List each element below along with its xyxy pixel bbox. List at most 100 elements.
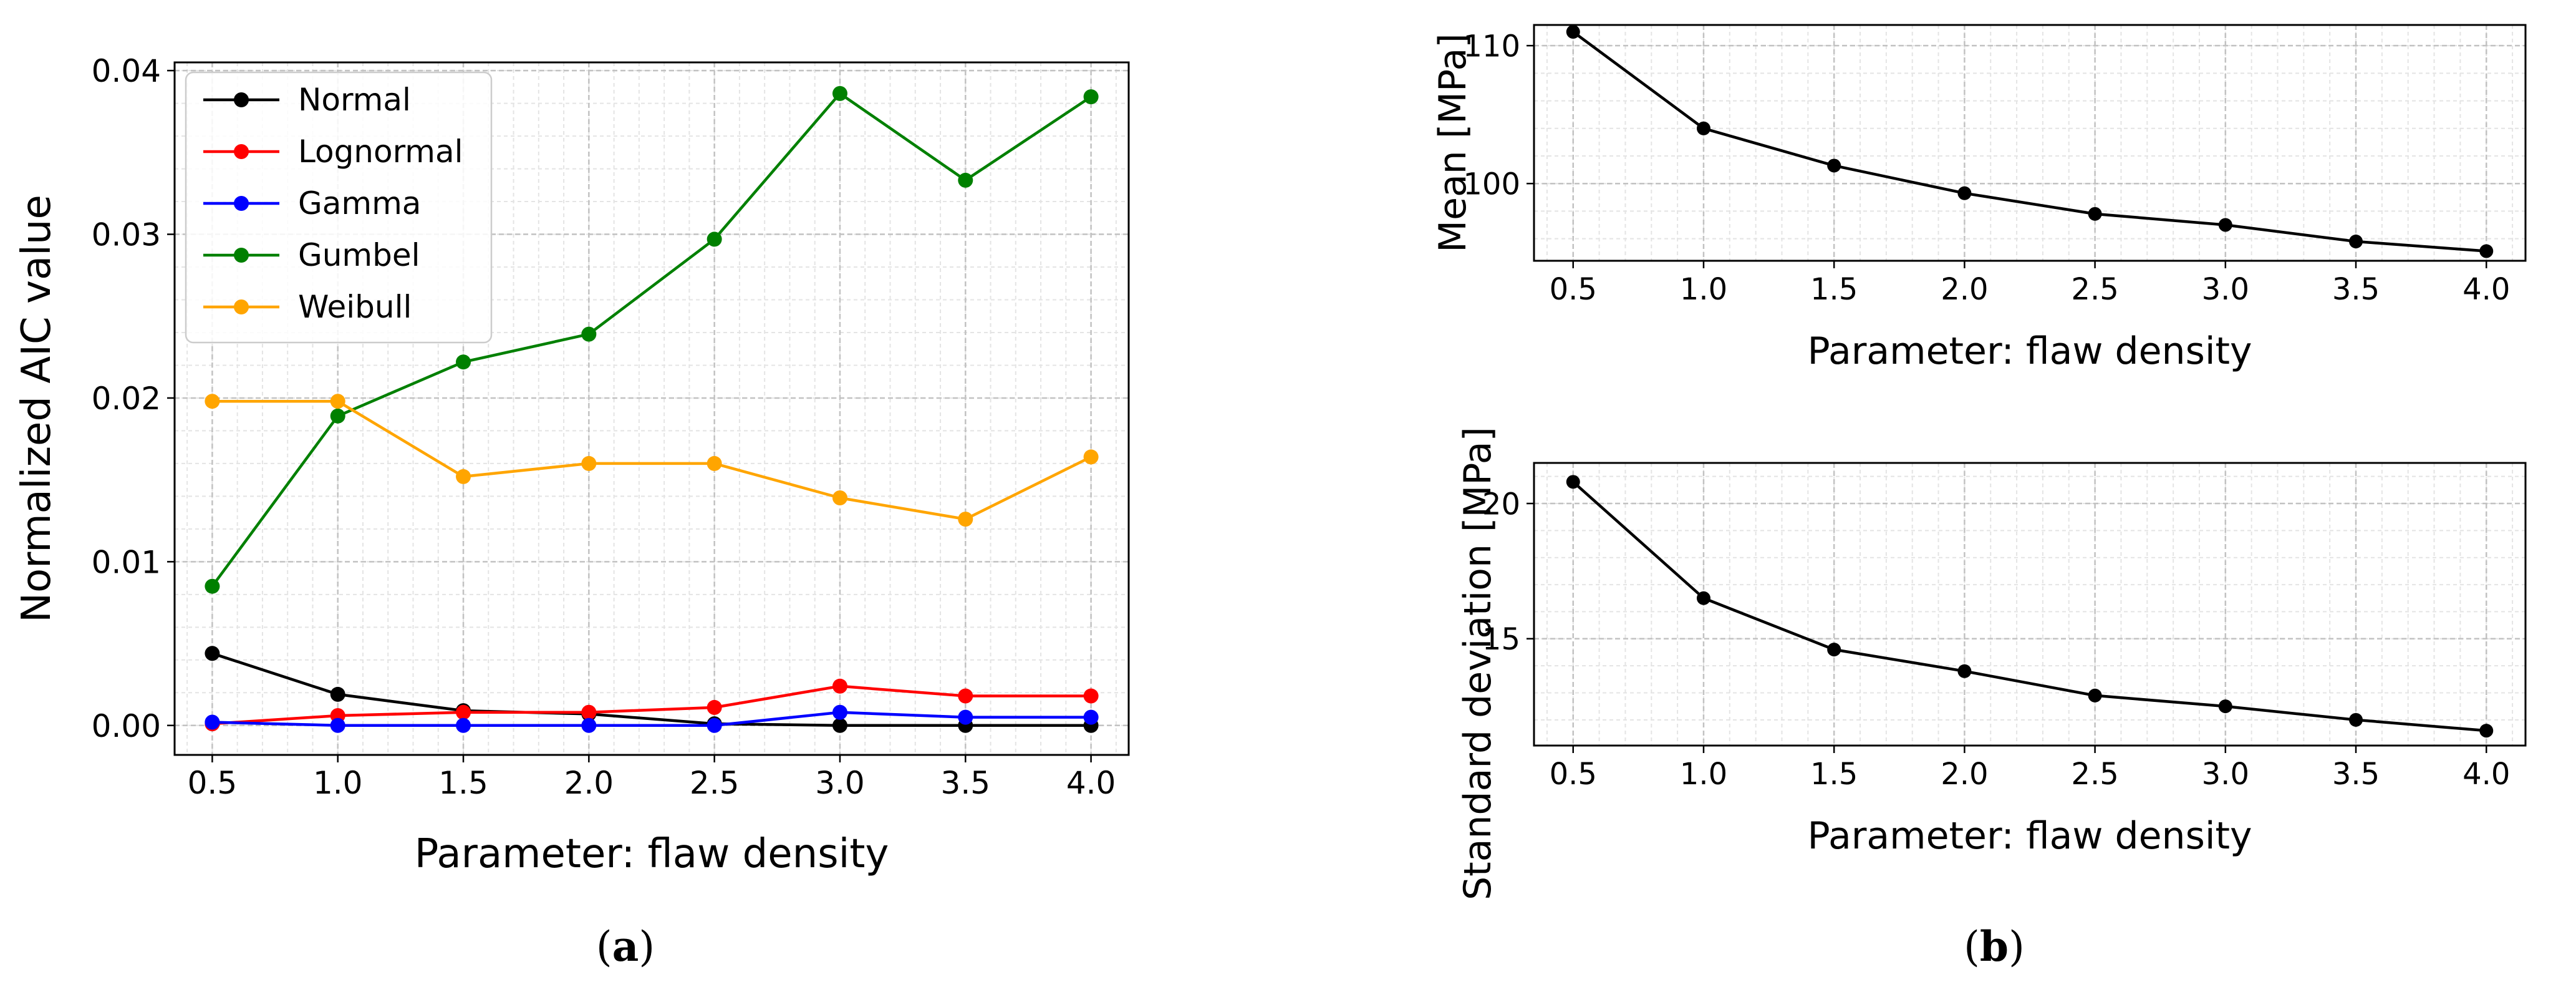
y-axis-label: Normalized AIC value [14,195,60,623]
data-point-weibull [581,455,597,471]
y-tick-label: 0.02 [92,381,161,417]
data-point-gamma [581,717,597,733]
x-tick-label: 1.0 [313,765,363,801]
data-point-gumbel [707,231,722,247]
data-point-gamma [456,717,471,733]
x-tick-label: 0.5 [188,765,238,801]
legend-label: Gumbel [298,237,420,273]
y-axis-label: Standard deviation [MPa] [1456,427,1500,900]
x-tick-label: 0.5 [1550,272,1597,307]
x-tick-label: 2.0 [1941,272,1988,307]
legend-marker [234,144,249,159]
x-tick-label: 2.0 [1941,757,1988,792]
legend-label: Gamma [298,185,421,221]
grid [1534,463,2525,746]
y-tick-label: 0.04 [92,53,161,89]
x-tick-label: 1.5 [438,765,488,801]
data-point-lognormal [581,704,597,720]
data-point-mean [1566,25,1580,39]
data-point-standard-deviation [1827,643,1841,657]
grid [1534,25,2525,261]
data-point-lognormal [456,704,471,720]
y-tick-label: 100 [1463,167,1520,202]
x-tick-label: 0.5 [1550,757,1597,792]
x-tick-label: 3.0 [2202,272,2249,307]
legend-box [185,71,493,344]
data-point-standard-deviation [1566,475,1580,489]
data-point-mean [1827,158,1841,173]
x-tick-label: 4.0 [2463,757,2510,792]
x-tick-label: 1.0 [1680,757,1727,792]
x-tick-label: 4.0 [2463,272,2510,307]
series-line-standard-deviation [1572,480,2487,732]
legend-marker [234,248,249,263]
data-point-standard-deviation [1696,591,1710,605]
legend-marker [234,299,249,314]
plot-frame [1533,462,2527,747]
legend-label: Weibull [298,289,412,325]
y-axis-label: Mean [MPa] [1431,33,1475,252]
data-point-normal [205,646,220,661]
data-point-weibull [456,469,471,484]
data-point-mean [2088,207,2102,221]
x-tick-label: 1.5 [1810,272,1858,307]
data-point-lognormal [958,688,973,704]
x-tick-label: 2.5 [690,765,740,801]
series-line-normal [211,652,1091,727]
series-line-mean [1572,31,2487,253]
y-tick-label: 0.01 [92,544,161,580]
y-tick-label: 0.03 [92,217,161,253]
data-point-lognormal [832,678,847,694]
data-point-standard-deviation [2088,688,2102,703]
data-point-gumbel [1083,89,1099,105]
data-point-gamma [1083,709,1099,725]
legend-marker [234,92,249,107]
data-point-gumbel [958,172,973,188]
caption-b: (b) [1964,922,2025,971]
x-tick-label: 1.0 [1680,272,1727,307]
data-point-gamma [205,714,220,730]
x-tick-label: 3.5 [2332,272,2380,307]
data-point-gumbel [832,85,847,101]
legend-marker [234,196,249,211]
x-tick-label: 2.0 [564,765,614,801]
series-line-weibull [212,399,1092,521]
x-tick-label: 3.5 [941,765,991,801]
series-line-lognormal [212,684,1091,726]
x-tick-label: 2.5 [2071,272,2118,307]
data-point-gumbel [581,326,597,342]
x-tick-label: 3.5 [2332,757,2380,792]
data-point-weibull [707,455,722,471]
data-point-gamma [707,717,722,733]
legend-label: Lognormal [298,134,463,170]
caption-b-label: b [1980,922,2009,971]
series-line-gamma [212,711,1091,727]
data-point-standard-deviation [1957,664,1972,678]
data-point-gamma [832,704,847,720]
x-axis-label: Parameter: flaw density [1807,814,2252,858]
chart-std: 0.5 1.0 1.5 2.0 2.5 3.0 3.5 4.0 15 20 Parameter: f… [1456,427,2527,900]
caption-a-label: a [612,922,639,971]
data-point-mean [1696,121,1710,135]
data-point-standard-deviation [2479,724,2494,738]
data-point-normal [330,686,345,702]
y-tick-label: 0.00 [92,708,161,744]
x-axis-label: Parameter: flaw density [415,831,889,877]
data-point-mean [2479,244,2494,258]
data-point-gumbel [456,354,471,370]
x-tick-label: 3.0 [815,765,865,801]
data-point-mean [1957,186,1972,200]
x-tick-label: 1.5 [1810,757,1858,792]
x-tick-label: 4.0 [1066,765,1116,801]
x-tick-label: 3.0 [2202,757,2249,792]
caption-a: (a) [596,922,655,971]
data-point-weibull [832,490,847,506]
data-point-normal [832,717,847,733]
data-point-weibull [330,394,345,409]
chart-aic: 0.5 1.0 1.5 2.0 2.5 3.0 3.5 4.0 0.00 0.01 0.02 0.03… [14,53,1130,877]
data-point-standard-deviation [2218,699,2232,714]
series-line-gumbel [211,92,1092,588]
data-point-weibull [205,394,220,409]
y-tick-label: 20 [1482,487,1520,522]
